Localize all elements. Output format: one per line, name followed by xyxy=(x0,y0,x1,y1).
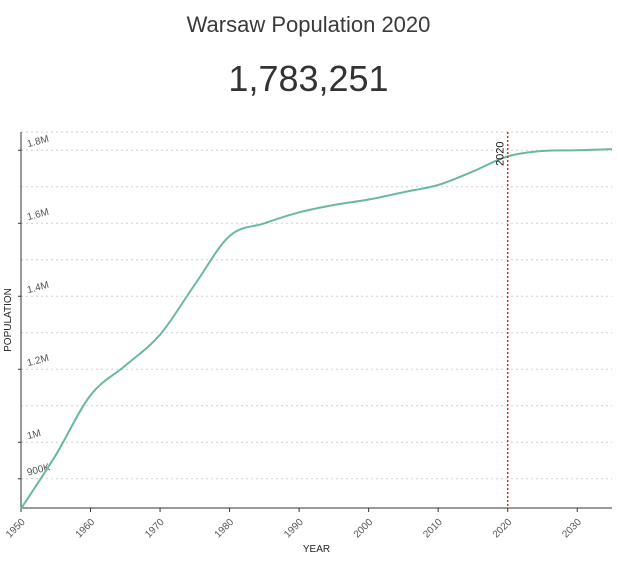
x-tick-label: 2010 xyxy=(421,517,445,541)
population-series-line xyxy=(20,148,613,510)
population-value: 1,783,251 xyxy=(228,58,389,99)
y-axis-label: POPULATION xyxy=(3,288,14,352)
x-axis-label: YEAR xyxy=(303,544,330,555)
tick-labels: 900K 1M 1.2M 1.4M 1.6M 1.8M 1950 1960 1970 1980 19… xyxy=(4,134,584,541)
year-marker-label: 2020 xyxy=(495,142,507,166)
x-tick-label: 1960 xyxy=(74,517,98,541)
x-tick-label: 2000 xyxy=(352,517,376,541)
marker-layer: 2020 xyxy=(495,132,509,508)
x-tick-label: 1950 xyxy=(4,517,28,541)
chart-title: Warsaw Population 2020 xyxy=(186,12,431,37)
y-tick-label: 1.8M xyxy=(26,134,50,150)
y-tick-label: 1M xyxy=(26,428,42,442)
grid-lines xyxy=(21,131,612,480)
x-tick-label: 2030 xyxy=(560,517,584,541)
series-layer xyxy=(20,148,613,510)
y-tick-label: 1.6M xyxy=(26,207,50,223)
x-tick-label: 1980 xyxy=(213,517,237,541)
x-tick-label: 1990 xyxy=(282,517,306,541)
y-tick-label: 1.4M xyxy=(26,280,50,296)
y-tick-label: 1.2M xyxy=(26,353,50,369)
x-tick-label: 2020 xyxy=(491,517,515,541)
x-tick-label: 1970 xyxy=(143,517,167,541)
axes xyxy=(20,132,612,509)
y-tick-label: 900K xyxy=(26,462,52,479)
